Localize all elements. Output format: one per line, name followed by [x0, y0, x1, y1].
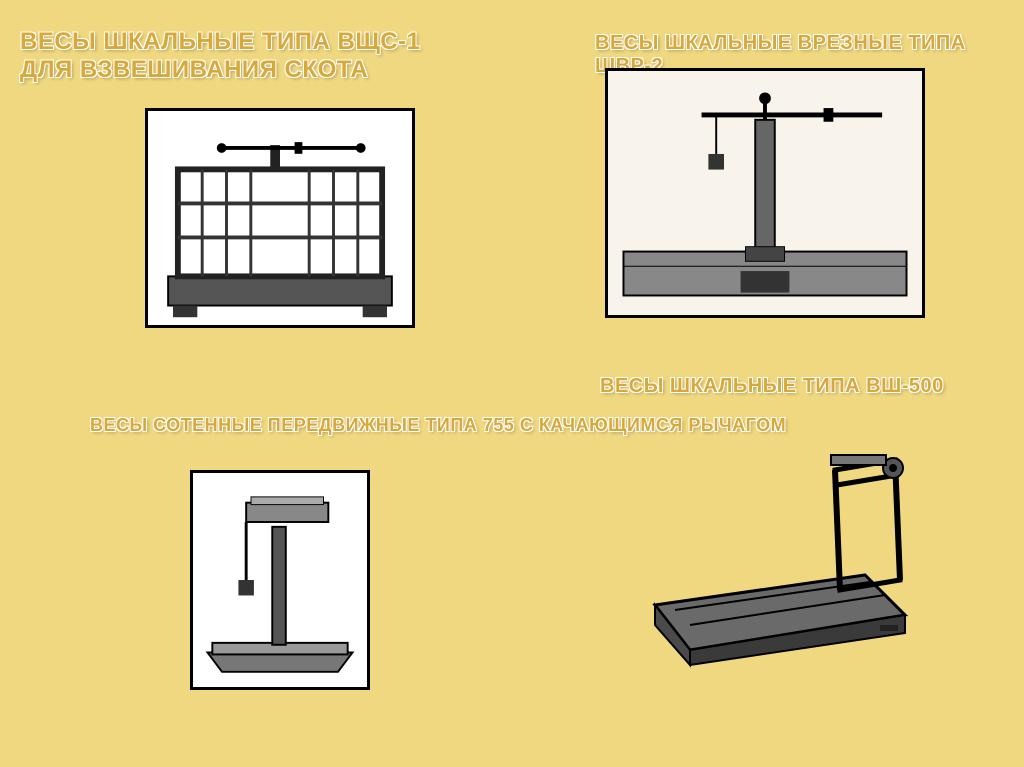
image-frame-4 — [635, 430, 925, 670]
image-frame-3 — [190, 470, 370, 690]
image-frame-2 — [605, 68, 925, 318]
portable-scale-icon — [193, 473, 367, 687]
image-frame-1 — [145, 108, 415, 328]
livestock-scale-icon — [148, 111, 412, 325]
item-title-1: ВЕСЫ ШКАЛЬНЫЕ ТИПА ВЩС-1 ДЛЯ ВЗВЕШИВАНИЯ… — [20, 28, 480, 83]
recessed-scale-icon — [608, 71, 922, 315]
item-title-3: ВЕСЫ ШКАЛЬНЫЕ ТИПА ВШ-500 — [600, 375, 944, 398]
platform-scale-icon — [635, 430, 925, 670]
